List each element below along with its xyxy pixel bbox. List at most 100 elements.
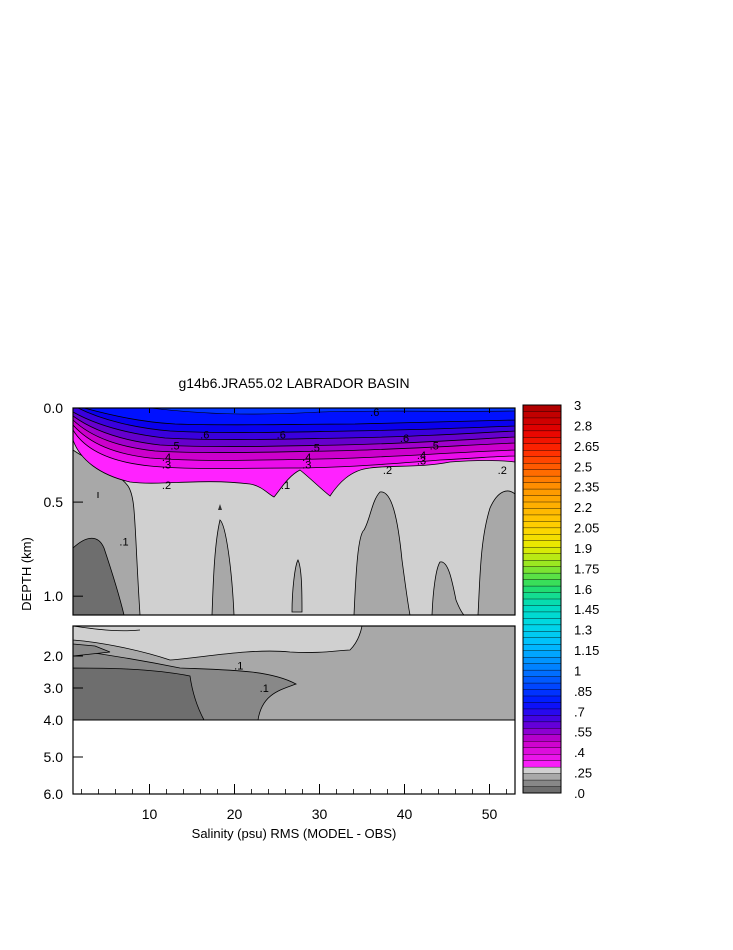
contour-label: .2 [162,480,171,492]
colorbar-swatch [522,747,562,755]
upper-panel: 0.00.51.0 .6.6.6.6.5.5.5.4.4.4.3.3.3.2.2… [44,400,516,616]
colorbar-swatch [522,424,562,432]
contour-label: .6 [200,429,209,441]
contour-band-060 [83,408,515,426]
x-tick-label: 10 [142,806,158,822]
y-tick-label: 2.0 [44,648,64,664]
contour-label: .5 [170,441,179,453]
colorbar-label: 1.75 [574,561,599,576]
colorbar-swatch [522,605,562,613]
colorbar-swatch [522,689,562,697]
colorbar-swatch [522,417,562,425]
colorbar-swatch [522,404,562,412]
colorbar-label: .25 [574,766,592,781]
colorbar-label: 2.35 [574,480,599,495]
colorbar-swatch [522,475,562,484]
colorbar-swatch [522,572,562,581]
colorbar-swatch [522,598,562,606]
colorbar-frame [522,404,562,794]
contour-label: .1 [119,537,128,549]
colorbar-swatch [522,766,562,775]
colorbar-swatch [522,786,562,794]
colorbar-swatch [522,463,562,471]
colorbar-swatch [522,644,562,652]
colorbar-label: .55 [574,725,592,740]
colorbar-swatch [522,508,562,516]
y-tick-label: 6.0 [44,786,64,802]
upper-contour-labels: .6.6.6.6.5.5.5.4.4.4.3.3.3.2.2.2.1.1 [119,407,506,549]
colorbar-swatch [522,579,562,587]
y-tick-label: 0.0 [44,400,64,416]
colorbar-swatch [522,501,562,509]
region-005-left [73,537,125,615]
colorbar-swatch [522,456,562,464]
colorbar-swatch [522,631,562,639]
colorbar-swatch [522,450,562,458]
contour-label: .3 [162,459,171,471]
colorbar-label: 3 [574,398,581,413]
contour-label: .1 [260,683,269,695]
colorbar-swatch [522,741,562,749]
lower-panel: 2.0 3.0 4.0 5.0 6.0 .1 .1 [44,625,516,802]
colorbar-swatch [522,715,562,723]
y-tick-label: 1.0 [44,588,64,604]
y-tick-label: 3.0 [44,680,64,696]
colorbar-swatch [522,534,562,542]
colorbar-swatch [522,592,562,600]
colorbar-swatch [522,779,562,788]
colorbar-label: 1.15 [574,643,599,658]
colorbar-swatch [522,721,562,729]
contour-label: .6 [277,429,286,441]
x-axis-label: Salinity (psu) RMS (MODEL - OBS) [192,826,397,841]
colorbar-swatch [522,669,562,678]
colorbar-swatch [522,695,562,703]
colorbar-swatch [522,682,562,691]
y-tick-label: 0.5 [44,494,64,510]
contour-label: .3 [417,456,426,468]
colorbar-swatch [522,495,562,503]
colorbar-swatch [522,566,562,574]
colorbar-swatch [522,702,562,710]
colorbar-swatch [522,650,562,658]
colorbar-label: 1.9 [574,541,592,556]
colorbar-swatch [522,547,562,555]
x-tick-label: 30 [312,806,328,822]
contour-label: .4 [417,450,426,462]
contour-label: .6 [370,407,379,419]
chart-title: g14b6.JRA55.02 LABRADOR BASIN [178,375,409,391]
colorbar-swatch [522,521,562,529]
contour-label: .4 [162,452,171,464]
colorbar-swatch [522,514,562,522]
colorbar-swatch [522,411,562,419]
colorbar-swatch [522,585,562,594]
colorbar-label: .4 [574,745,585,760]
contour-label: .2 [498,465,507,477]
contour-label: .1 [281,480,290,492]
colorbar-swatch [522,754,562,762]
colorbar-swatch [522,663,562,671]
contour-label: .5 [311,443,320,455]
colorbar-label: 1.45 [574,602,599,617]
colorbar-swatch [522,637,562,645]
x-tick-label: 50 [482,806,498,822]
contour-label: .3 [302,459,311,471]
region-003-lower [73,667,205,721]
y-axis-label: DEPTH (km) [19,537,34,611]
colorbar-label: 1.6 [574,582,592,597]
colorbar-swatch [522,611,562,619]
contour-label: .1 [234,661,243,673]
y-tick-label: 5.0 [44,749,64,765]
colorbar-label: 2.5 [574,459,592,474]
colorbar-swatch [522,469,562,477]
colorbar-swatch [522,482,562,490]
colorbar-swatch [522,540,562,548]
colorbar-swatch [522,430,562,438]
colorbar-label: .0 [574,786,585,801]
colorbar-swatch [522,728,562,736]
contour-label: .5 [430,441,439,453]
region-010-tower-20 [211,519,235,615]
colorbar-swatch [522,488,562,497]
colorbar-swatch [522,618,562,626]
lower-plot-frame [72,625,516,795]
